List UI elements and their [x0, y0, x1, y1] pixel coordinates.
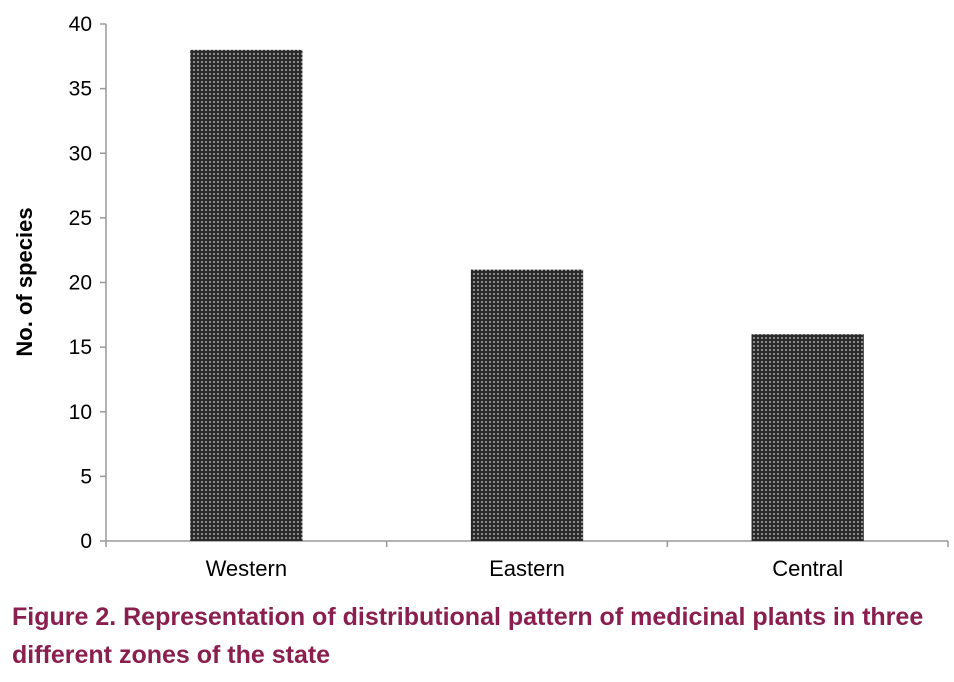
y-tick-label: 5 — [80, 465, 92, 488]
x-axis: Western Eastern Central — [105, 540, 949, 581]
bar-central — [751, 334, 864, 541]
bar-eastern — [470, 269, 584, 541]
y-tick-label: 20 — [69, 272, 92, 295]
x-tick-label: Eastern — [489, 556, 565, 581]
x-tick-label: Central — [772, 556, 843, 581]
y-tick-label: 0 — [80, 530, 92, 553]
y-tick-label: 35 — [69, 78, 92, 101]
y-tick-label: 40 — [69, 13, 92, 36]
bar-western — [190, 49, 303, 541]
y-axis: 0 5 10 15 20 25 30 35 40 — [69, 13, 107, 553]
bars — [190, 49, 864, 541]
bar-chart: 0 5 10 15 20 25 30 35 40 Western Eastern Central N… — [12, 13, 949, 581]
y-tick-label: 25 — [69, 207, 92, 230]
x-tick-label: Western — [206, 556, 288, 581]
y-tick-label: 30 — [69, 142, 92, 165]
figure-caption: Figure 2. Representation of distribution… — [12, 603, 924, 669]
y-axis-title: No. of species — [12, 207, 37, 356]
y-tick-label: 10 — [69, 401, 92, 424]
y-tick-label: 15 — [69, 336, 92, 359]
